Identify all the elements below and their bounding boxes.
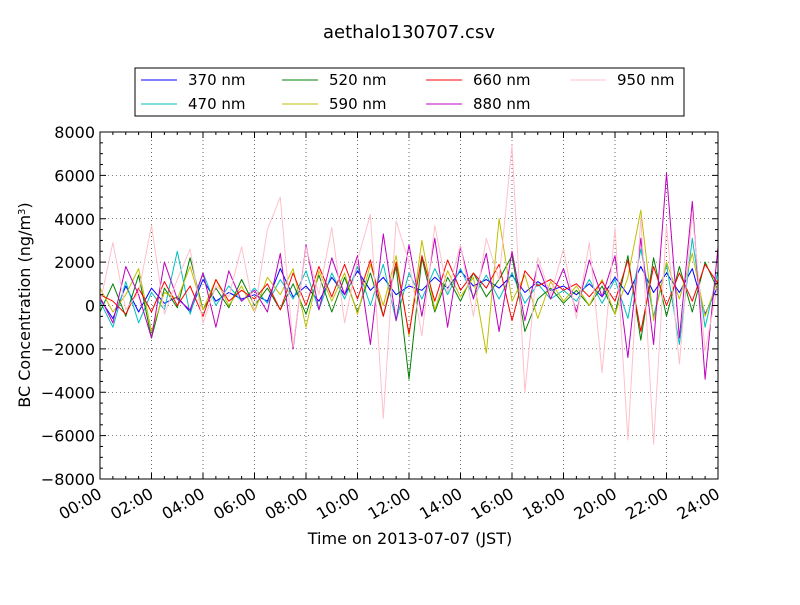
- x-tick-label: 02:00: [107, 484, 156, 524]
- legend-item: 590 nm: [282, 95, 387, 113]
- x-tick-label: 00:00: [56, 484, 105, 524]
- legend-label: 370 nm: [188, 71, 246, 89]
- x-axis-label: Time on 2013-07-07 (JST): [307, 529, 512, 548]
- y-tick-label: −6000: [41, 427, 95, 446]
- y-axis-label: BC Concentration (ng/m3): [15, 202, 34, 407]
- y-tick-label: 2000: [54, 253, 95, 272]
- y-tick-label: 0: [85, 297, 95, 316]
- x-tick-label: 14:00: [416, 484, 465, 524]
- x-tick-label: 10:00: [313, 484, 362, 524]
- y-tick-label: 8000: [54, 123, 95, 142]
- legend-item: 660 nm: [426, 71, 531, 89]
- x-tick-label: 06:00: [210, 484, 259, 524]
- legend-box: [134, 67, 685, 117]
- chart-title: aethalo130707.csv: [323, 22, 495, 43]
- legend-label: 470 nm: [188, 95, 246, 113]
- series-line-370-nm: [99, 266, 719, 319]
- x-tick-label: 16:00: [468, 484, 517, 524]
- legend-item: 950 nm: [570, 71, 675, 89]
- y-axis-label-main: BC Concentration (ng/m: [15, 215, 34, 408]
- x-tick-label: 12:00: [365, 484, 414, 524]
- series-line-660-nm: [99, 255, 719, 335]
- legend-item: 520 nm: [282, 71, 387, 89]
- legend: 370 nm 470 nm 520 nm 590 nm 660 nm 880 nm 950 …: [134, 67, 685, 117]
- legend-label: 950 nm: [617, 71, 675, 89]
- y-axis-label-superscript: 3: [17, 209, 28, 215]
- series-line-590-nm: [99, 209, 719, 354]
- x-tick-label: 20:00: [571, 484, 620, 524]
- legend-item: 370 nm: [141, 71, 246, 89]
- y-axis-label-close: ): [15, 202, 34, 208]
- legend-label: 880 nm: [473, 95, 531, 113]
- series-layer: [99, 144, 719, 445]
- x-tick-label: 04:00: [159, 484, 208, 524]
- legend-item: 880 nm: [426, 95, 531, 113]
- x-tick-label: 18:00: [519, 484, 568, 524]
- legend-label: 590 nm: [329, 95, 387, 113]
- x-tick-label: 24:00: [674, 484, 723, 524]
- series-line-880-nm: [99, 172, 719, 380]
- legend-label: 520 nm: [329, 71, 387, 89]
- y-tick-label: −8000: [41, 470, 95, 489]
- y-tick-label: 6000: [54, 166, 95, 185]
- y-tick-label: −4000: [41, 383, 95, 402]
- y-tick-label: −2000: [41, 340, 95, 359]
- legend-item: 470 nm: [141, 95, 246, 113]
- x-tick-label: 22:00: [622, 484, 671, 524]
- legend-label: 660 nm: [473, 71, 531, 89]
- series-line-950-nm: [99, 144, 719, 445]
- x-tick-label: 08:00: [262, 484, 311, 524]
- y-tick-label: 4000: [54, 210, 95, 229]
